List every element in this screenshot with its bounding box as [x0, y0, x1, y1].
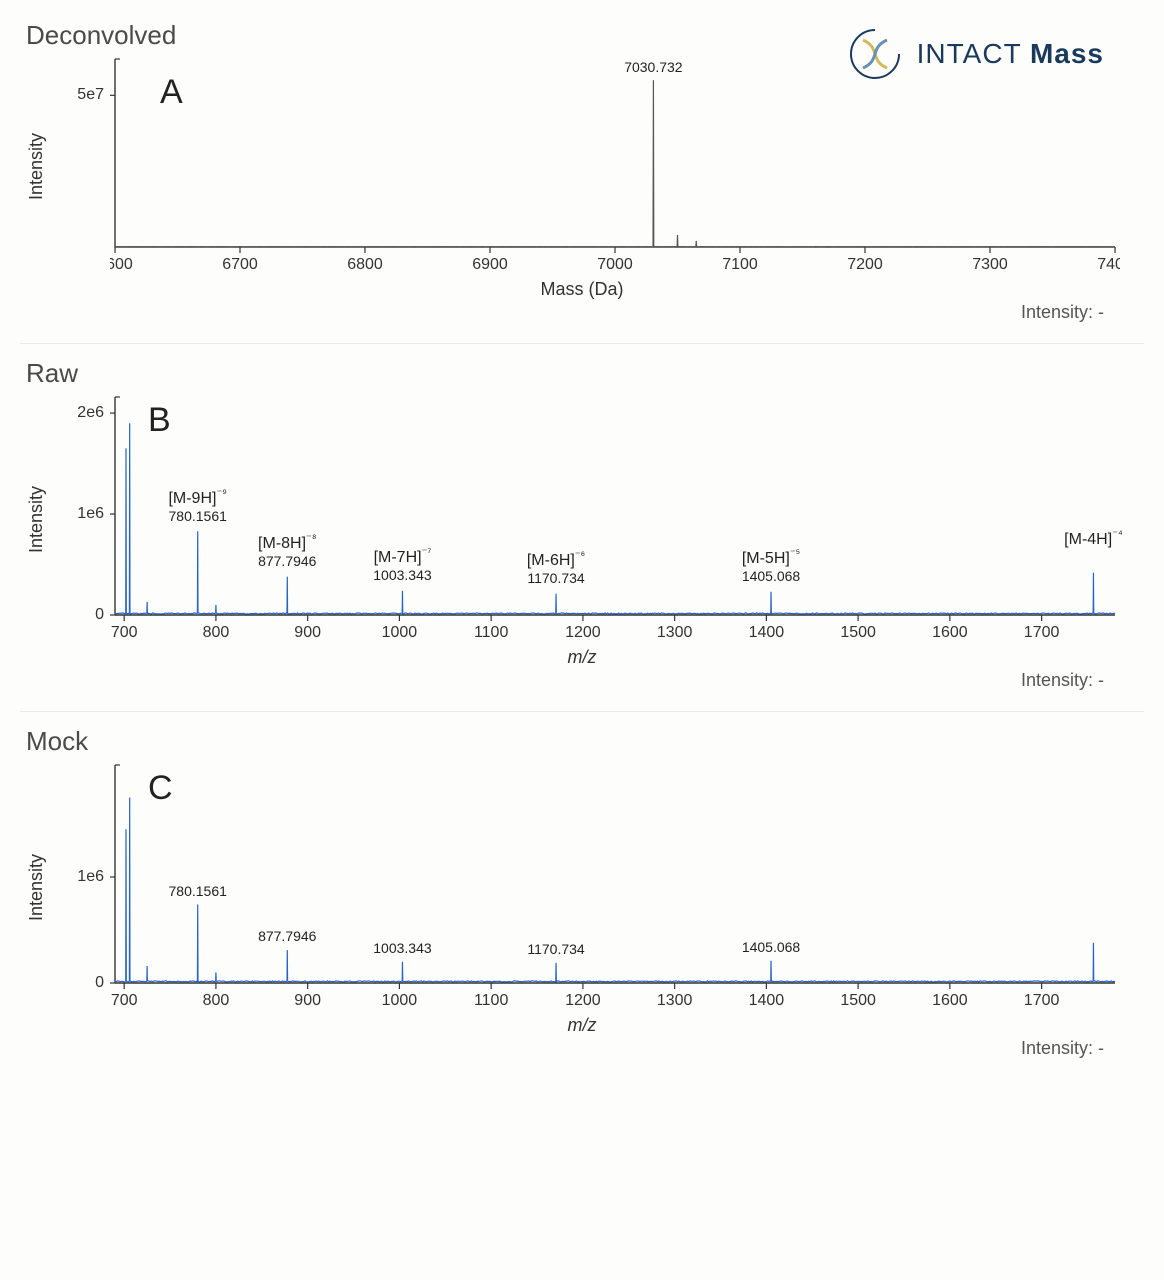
panel-letter-b: B — [148, 401, 171, 440]
svg-text:1400: 1400 — [749, 624, 785, 641]
ylabel-wrap-raw: Intensity — [20, 395, 54, 643]
svg-text:1600: 1600 — [932, 624, 968, 641]
svg-text:1000: 1000 — [382, 624, 418, 641]
panel-letter-c: C — [148, 769, 173, 808]
svg-text:1700: 1700 — [1024, 624, 1060, 641]
plot-area-mock[interactable]: C 700 800 900 1000 1100 1200 1300 1400 1500 1600 1… — [110, 763, 1120, 1011]
svg-text:7100: 7100 — [722, 256, 758, 273]
svg-text:900: 900 — [294, 992, 321, 1009]
status-raw: Intensity: - — [20, 670, 1144, 691]
xlabel-deconvolved: Mass (Da) — [20, 279, 1144, 300]
svg-text:1000: 1000 — [382, 992, 418, 1009]
svg-text:1700: 1700 — [1024, 992, 1060, 1009]
ytick-label: 2e6 — [77, 404, 104, 422]
svg-text:900: 900 — [294, 624, 321, 641]
plot-mock-wrap: Intensity 01e6 C 70080090010001100120013… — [20, 763, 1144, 1011]
svg-text:7200: 7200 — [847, 256, 883, 273]
svg-text:1200: 1200 — [565, 624, 601, 641]
panel-letter-a: A — [160, 73, 183, 112]
panel-mock: Mock Intensity 01e6 C 700800900100011001… — [20, 726, 1144, 1059]
ytick-label: 0 — [95, 974, 104, 992]
svg-mock[interactable]: 700 800 900 1000 1100 1200 1300 1400 1500 1600 170… — [110, 763, 1120, 1011]
ylabel-wrap: Intensity — [20, 57, 54, 275]
svg-text:1200: 1200 — [565, 992, 601, 1009]
ytick-label: 1e6 — [77, 868, 104, 886]
svg-text:6700: 6700 — [222, 256, 258, 273]
svg-text:6900: 6900 — [472, 256, 508, 273]
panel-raw: Raw Intensity 0 1e6 2e6 B 700 800 900 1000 110… — [20, 358, 1144, 691]
svg-text:1500: 1500 — [840, 624, 876, 641]
ylabel-wrap-mock: Intensity — [20, 763, 54, 1011]
svg-text:1600: 1600 — [932, 992, 968, 1009]
svg-text:7300: 7300 — [972, 256, 1008, 273]
ytick-label: 0 — [95, 606, 104, 624]
panel-deconvolved: Deconvolved INTACT Mass Intensity 5e7 A … — [20, 20, 1144, 323]
plot-raw-wrap: Intensity 0 1e6 2e6 B 700 800 900 1000 1100 120… — [20, 395, 1144, 643]
svg-text:700: 700 — [111, 624, 138, 641]
svg-text:800: 800 — [203, 624, 230, 641]
plot-area-deconvolved[interactable]: A 6600 6700 6800 6900 7000 7100 7200 7300 7400 7… — [110, 57, 1120, 275]
panel-title-mock: Mock — [26, 726, 1144, 757]
divider-1 — [20, 343, 1144, 344]
ytick-label: 1e6 — [77, 505, 104, 523]
ylabel-raw: Intensity — [27, 485, 48, 552]
svg-text:7400: 7400 — [1097, 256, 1120, 273]
svg-text:1500: 1500 — [840, 992, 876, 1009]
xlabel-mock: m/z — [20, 1015, 1144, 1036]
xlabel-raw: m/z — [20, 647, 1144, 668]
yticks-raw: 01e62e6 — [54, 395, 110, 615]
ylabel-deconvolved: Intensity — [27, 132, 48, 199]
yticks-deconvolved: 5e7 — [54, 57, 110, 247]
svg-text:800: 800 — [203, 992, 230, 1009]
ytick-label: 5e7 — [77, 86, 104, 104]
plot-deconvolved-wrap: Intensity 5e7 A 6600 6700 6800 6900 7000 7100… — [20, 57, 1144, 275]
svg-raw[interactable]: 700 800 900 1000 1100 1200 1300 1400 1500 1600 170… — [110, 395, 1120, 643]
svg-text:7000: 7000 — [597, 256, 633, 273]
svg-text:6800: 6800 — [347, 256, 383, 273]
panel-title-raw: Raw — [26, 358, 1144, 389]
status-mock: Intensity: - — [20, 1038, 1144, 1059]
svg-text:1400: 1400 — [749, 992, 785, 1009]
svg-text:1100: 1100 — [474, 992, 509, 1009]
svg-deconvolved[interactable]: 6600 6700 6800 6900 7000 7100 7200 7300 7400 — [110, 57, 1120, 275]
page-root: Deconvolved INTACT Mass Intensity 5e7 A … — [0, 0, 1164, 1109]
svg-text:6600: 6600 — [110, 256, 133, 273]
status-deconvolved: Intensity: - — [20, 302, 1144, 323]
svg-text:1100: 1100 — [474, 624, 509, 641]
yticks-mock: 01e6 — [54, 763, 110, 983]
svg-text:700: 700 — [111, 992, 138, 1009]
divider-2 — [20, 711, 1144, 712]
ylabel-mock: Intensity — [27, 853, 48, 920]
svg-text:1300: 1300 — [657, 624, 693, 641]
svg-text:1300: 1300 — [657, 992, 693, 1009]
plot-area-raw[interactable]: B 700 800 900 1000 1100 1200 1300 1400 1500 1600 1… — [110, 395, 1120, 643]
